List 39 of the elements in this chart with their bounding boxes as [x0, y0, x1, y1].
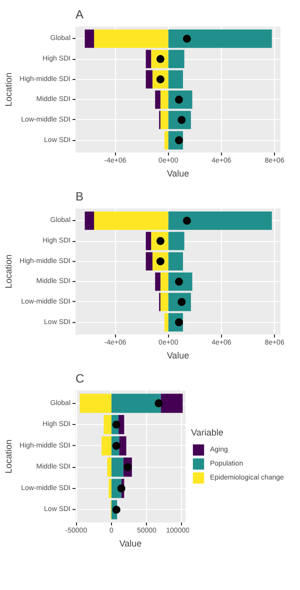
point [112, 442, 120, 450]
bar [94, 212, 168, 230]
bar [168, 70, 183, 88]
bar [84, 30, 94, 48]
chart-title: B [76, 190, 84, 204]
bar [155, 272, 160, 291]
bar [84, 212, 94, 230]
point [182, 34, 191, 43]
chart-title: A [76, 8, 84, 22]
bar [168, 50, 184, 68]
y-axis-title: Location [4, 439, 14, 474]
bar [164, 131, 168, 150]
bar [160, 292, 168, 312]
point [117, 484, 126, 492]
point [112, 506, 120, 514]
x-axis-title: Value [119, 538, 142, 548]
bar [160, 272, 168, 291]
legend-title: Variable [191, 428, 224, 438]
bar [160, 90, 168, 109]
point [112, 420, 120, 429]
bar [146, 70, 152, 88]
bar [168, 252, 183, 270]
bar [94, 30, 168, 48]
y-axis-title: Location [4, 72, 14, 107]
bar [164, 313, 168, 332]
bar [146, 232, 152, 250]
point [154, 399, 163, 408]
bar [168, 212, 272, 230]
bar [146, 50, 152, 68]
x-axis-title: Value [166, 168, 190, 178]
chart-title: C [76, 372, 84, 386]
bar [146, 252, 152, 270]
point [182, 216, 191, 225]
bar [168, 30, 272, 48]
bar [168, 232, 184, 250]
bar [160, 110, 168, 130]
y-axis-title: Location [4, 254, 14, 289]
x-axis-title: Value [166, 350, 190, 360]
bar [155, 90, 160, 109]
